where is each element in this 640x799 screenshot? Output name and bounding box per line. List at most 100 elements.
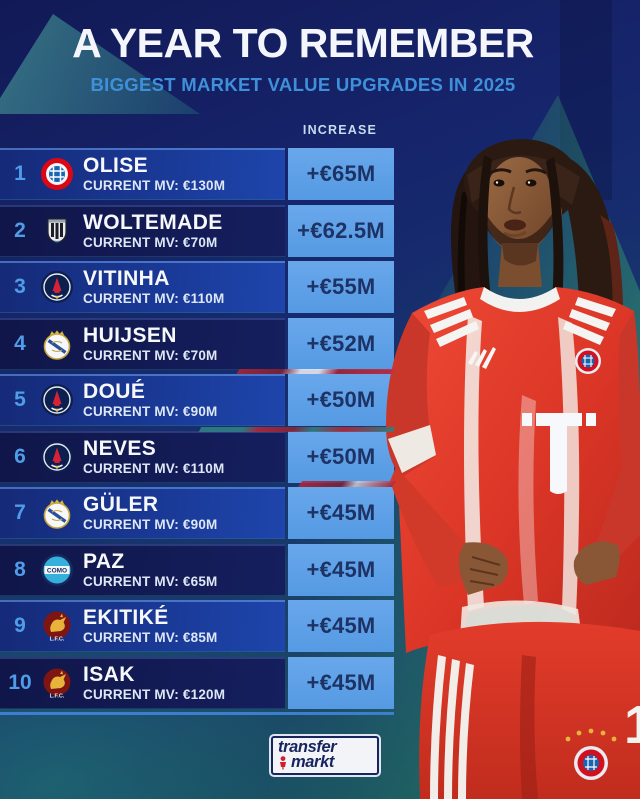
rank-label: 3 [14,275,26,298]
current-market-value: CURRENT MV: €70M [83,234,218,250]
table-row-main: 6 NEVES CURRENT MV: €110M [0,430,285,483]
rank-label: 6 [14,444,26,468]
transfermarkt-logo: transfer markt [269,734,381,777]
player-name: OLISE [83,154,149,177]
transfermarkt-mascot-icon [278,756,288,773]
rank-label: 1 [14,162,26,185]
liverpool-badge: L.F.C. [40,666,74,700]
table-row: 8 COMO PAZ CURRENT MV: €65M +€45M [0,543,394,596]
player-info: OLISE CURRENT MV: €130M [83,155,225,193]
table-row-main: 5 DOUÉ CURRENT MV: €90M [0,374,285,426]
rank-label: 8 [14,557,26,581]
player-info: PAZ CURRENT MV: €65M [83,551,217,589]
rank-label: 2 [14,218,26,242]
player-name: DOUÉ [83,380,146,403]
psg-badge [40,383,74,417]
table-row-main: 9 L.F.C. EKITIKÉ CURRENT MV: €85M [0,600,285,652]
increase-value: +€45M [288,487,394,539]
rank-label: 5 [14,388,26,411]
newcastle-united-badge [40,214,74,248]
table-row: 6 NEVES CURRENT MV: €110M +€50M [0,430,394,483]
table-bottom-divider [0,712,394,715]
svg-text:L.F.C.: L.F.C. [50,637,65,643]
player-info: ISAK CURRENT MV: €120M [83,664,225,702]
player-info: WOLTEMADE CURRENT MV: €70M [83,212,223,250]
increase-value: +€55M [288,261,394,313]
page-title: A YEAR TO REMEMBER [72,20,534,66]
glitch-accent-2 [198,427,396,432]
current-market-value: CURRENT MV: €90M [83,404,218,419]
player-info: GÜLER CURRENT MV: €90M [83,494,217,532]
table-row: 1 OLISE CURRENT MV: €130M +€65M [0,148,394,200]
glitch-accent-3 [297,481,397,487]
player-info: HUIJSEN CURRENT MV: €70M [83,325,217,363]
table-row-main: 4 HUIJSEN CURRENT MV: €70M [0,317,285,370]
transfermarkt-logo-line1: transfer [278,738,337,756]
player-info: NEVES CURRENT MV: €110M [83,438,224,476]
table-row: 5 DOUÉ CURRENT MV: €90M +€50M [0,374,394,426]
table-row: 3 VITINHA CURRENT MV: €110M +€55M [0,261,394,313]
market-value-table: 1 OLISE CURRENT MV: €130M +€65M 2 WOLTEM… [0,148,394,713]
player-name: EKITIKÉ [83,606,169,629]
transfermarkt-logo-line2: markt [278,753,372,773]
psg-badge [40,440,74,474]
current-market-value: CURRENT MV: €120M [83,686,226,702]
current-market-value: CURRENT MV: €65M [83,573,218,589]
table-row-main: 1 OLISE CURRENT MV: €130M [0,148,285,200]
table-row: 10 L.F.C. ISAK CURRENT MV: €120M +€45M [0,656,394,709]
rank-label: 10 [8,670,32,694]
rank-label: 4 [14,331,26,355]
increase-value: +€45M [288,600,394,652]
table-row-main: 8 COMO PAZ CURRENT MV: €65M [0,543,285,596]
player-info: VITINHA CURRENT MV: €110M [83,268,224,306]
table-row-main: 7 GÜLER CURRENT MV: €90M [0,487,285,539]
table-row: 2 WOLTEMADE CURRENT MV: €70M +€62.5M [0,204,394,257]
rank-label: 9 [14,614,26,637]
current-market-value: CURRENT MV: €90M [83,517,218,532]
table-row: 9 L.F.C. EKITIKÉ CURRENT MV: €85M +€45M [0,600,394,652]
table-row-main: 2 WOLTEMADE CURRENT MV: €70M [0,204,285,257]
glitch-accent-1 [236,369,396,374]
transfermarkt-logo-line2-text: markt [291,753,334,771]
psg-badge [40,270,74,304]
increase-value: +€62.5M [288,204,394,257]
real-madrid-badge [40,496,74,530]
table-row-main: 10 L.F.C. ISAK CURRENT MV: €120M [0,656,285,709]
increase-value: +€52M [288,317,394,370]
liverpool-badge: L.F.C. [40,609,74,643]
player-name: GÜLER [83,493,159,516]
increase-value: +€50M [288,430,394,483]
player-info: EKITIKÉ CURRENT MV: €85M [83,607,217,645]
increase-value: +€45M [288,543,394,596]
header: A YEAR TO REMEMBER BIGGEST MARKET VALUE … [0,20,606,96]
rank-label: 7 [14,501,26,524]
svg-text:1: 1 [624,695,640,755]
increase-value: +€45M [288,656,394,709]
table-row-main: 3 VITINHA CURRENT MV: €110M [0,261,285,313]
player-name: HUIJSEN [83,323,177,347]
player-photo: 1 [386,139,640,799]
real-madrid-badge [40,327,74,361]
player-name: NEVES [83,436,157,460]
increase-column-header: INCREASE [302,123,378,137]
current-market-value: CURRENT MV: €130M [83,178,226,193]
table-row: 4 HUIJSEN CURRENT MV: €70M +€52M [0,317,394,370]
page-subtitle: BIGGEST MARKET VALUE UPGRADES IN 2025 [90,74,516,96]
como-badge: COMO [40,553,74,587]
current-market-value: CURRENT MV: €70M [83,347,218,363]
player-name: WOLTEMADE [83,210,223,234]
increase-value: +€65M [288,148,394,200]
player-name: ISAK [83,662,135,686]
svg-text:L.F.C.: L.F.C. [50,693,65,699]
table-row: 7 GÜLER CURRENT MV: €90M +€45M [0,487,394,539]
player-info: DOUÉ CURRENT MV: €90M [83,381,217,419]
current-market-value: CURRENT MV: €85M [83,630,218,645]
player-name: VITINHA [83,267,170,290]
current-market-value: CURRENT MV: €110M [83,291,225,306]
increase-value: +€50M [288,374,394,426]
player-name: PAZ [83,549,125,573]
bayern-munich-badge [40,157,74,191]
svg-text:COMO: COMO [47,567,67,574]
current-market-value: CURRENT MV: €110M [83,460,225,476]
